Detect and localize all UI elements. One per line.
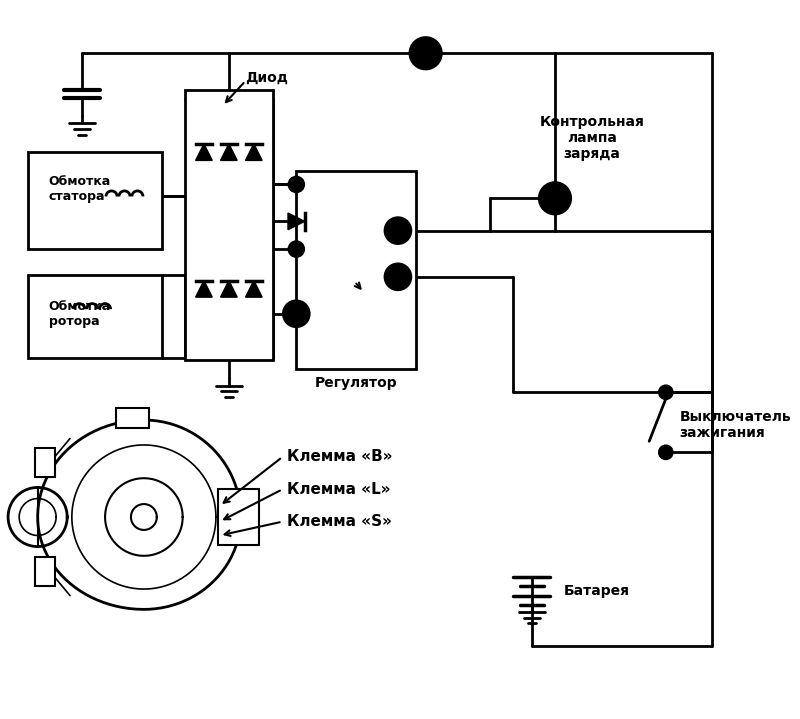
Circle shape [385, 218, 411, 244]
Polygon shape [221, 280, 237, 297]
Bar [35, 448, 55, 477]
Circle shape [283, 301, 310, 326]
Text: Клемма «S»: Клемма «S» [287, 514, 392, 529]
Circle shape [545, 188, 565, 209]
Polygon shape [221, 144, 237, 160]
Text: Клемма «B»: Клемма «B» [287, 449, 393, 464]
Text: Выключатель
зажигания: Выключатель зажигания [680, 410, 791, 440]
Text: S: S [394, 272, 402, 282]
Text: Контрольная
лампа
заряда: Контрольная лампа заряда [539, 115, 644, 162]
Polygon shape [288, 213, 305, 229]
Bar [116, 408, 149, 429]
Polygon shape [246, 280, 262, 297]
Text: Регулятор: Регулятор [315, 376, 398, 390]
Text: Обмотка
ротора: Обмотка ротора [49, 300, 111, 328]
Polygon shape [246, 144, 262, 160]
Bar [35, 557, 55, 586]
Circle shape [289, 177, 304, 192]
Text: Диод: Диод [246, 71, 288, 86]
Text: B: B [421, 47, 430, 60]
Circle shape [385, 264, 411, 290]
Circle shape [659, 446, 672, 459]
Bar [29, 275, 162, 358]
Polygon shape [196, 280, 212, 297]
Text: L: L [394, 226, 402, 236]
Circle shape [410, 37, 442, 69]
Text: E: E [293, 308, 300, 319]
Circle shape [415, 43, 436, 63]
Circle shape [659, 386, 672, 399]
Text: Клемма «L»: Клемма «L» [287, 482, 390, 497]
Text: Батарея: Батарея [564, 584, 630, 598]
Text: Обмотка
статора: Обмотка статора [49, 175, 111, 203]
Circle shape [289, 242, 304, 257]
Bar [186, 90, 274, 360]
Circle shape [289, 306, 304, 321]
Polygon shape [196, 144, 212, 160]
Bar [218, 490, 259, 545]
Bar [29, 152, 162, 249]
Circle shape [539, 183, 570, 214]
Bar [296, 170, 417, 369]
